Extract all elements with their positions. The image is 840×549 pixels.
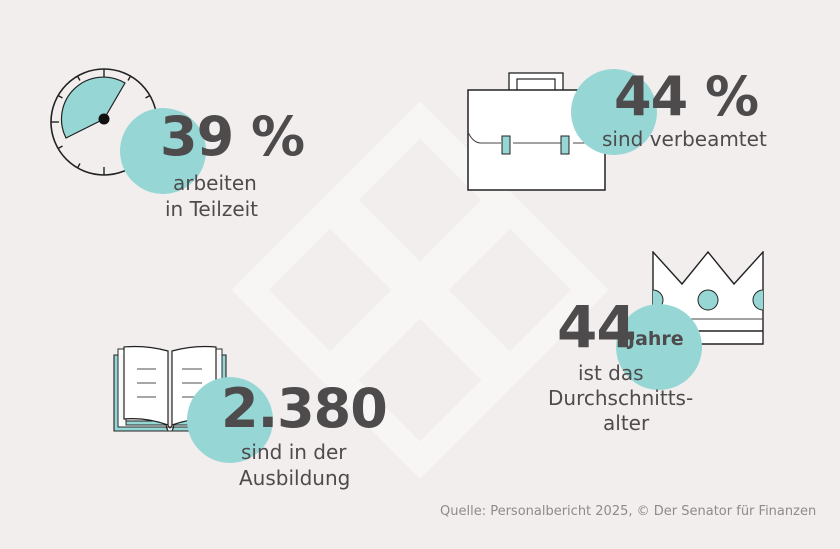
accent-circle — [187, 377, 273, 463]
stat-label-line2: Ausbildung — [239, 466, 351, 490]
stat-label-line2: Durchschnitts- — [548, 386, 694, 410]
stat-label-line1: arbeiten — [173, 171, 257, 195]
stat-value: 2.380 — [221, 377, 388, 440]
stat-label-line3: alter — [603, 411, 650, 435]
accent-circle — [120, 108, 206, 194]
stat-label-line1: ist das — [578, 361, 644, 385]
accent-circle — [616, 304, 702, 390]
stat-label-line2: in Teilzeit — [165, 197, 259, 221]
source-caption: Quelle: Personalbericht 2025, © Der Sena… — [440, 504, 817, 519]
stat-value: 44 % — [614, 65, 759, 128]
stat-label-line1: sind verbeamtet — [602, 127, 767, 151]
stat-value: 44 — [557, 293, 637, 361]
stat-label-line1: sind in der — [241, 440, 347, 464]
accent-circle — [571, 69, 657, 155]
stat-value: 39 % — [160, 105, 305, 168]
stat-unit: Jahre — [628, 328, 684, 350]
